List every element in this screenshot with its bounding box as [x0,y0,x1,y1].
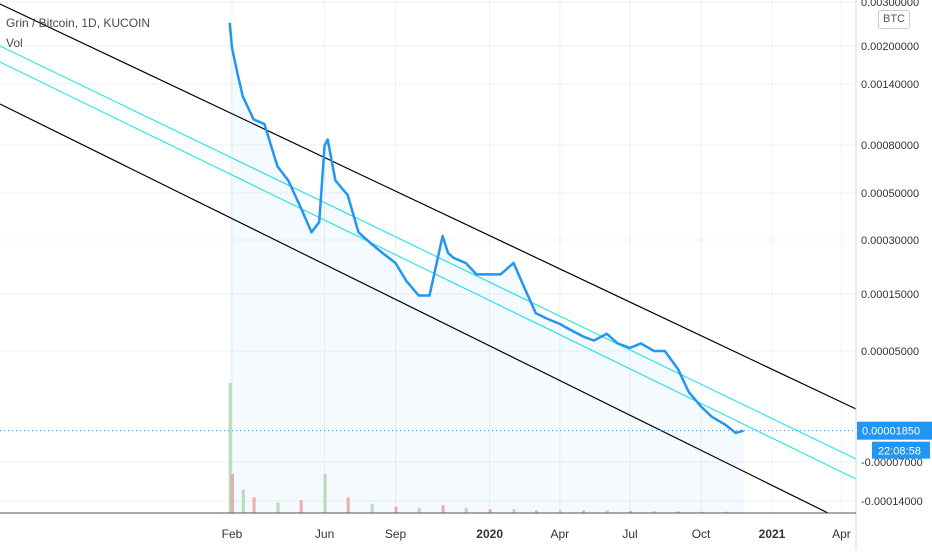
current-price-badge [857,421,932,440]
volume-bar [299,500,303,513]
volume-bar [652,511,656,513]
grid-lines [0,0,856,513]
volume-bar [512,509,516,513]
volume-bar [323,474,327,513]
volume-bar [629,511,633,513]
volume-bars [228,383,727,513]
x-tick-label: 2020 [476,527,503,541]
trend-channel [0,3,857,514]
volume-bar [605,510,609,513]
x-tick-label: Sep [385,527,407,541]
channel-mid-line-upper [0,45,857,460]
y-tick-label: -0.00007000 [861,457,923,469]
current-price-label: 0.00001850 [862,426,920,438]
channel-mid-line-lower [0,61,857,480]
volume-bar [488,509,492,513]
y-tick-label: 0.00080000 [861,140,919,152]
x-tick-label: Apr [832,527,851,541]
currency-badge[interactable]: BTC [878,10,910,29]
price-area-fill [229,22,744,514]
volume-label: Vol [6,36,23,50]
volume-bar [276,502,280,513]
symbol-title: Grin / Bitcoin, 1D, KUCOIN [6,16,151,30]
y-tick-label: 0.00030000 [861,235,919,247]
countdown-badge [872,441,930,459]
volume-bar [241,489,245,513]
volume-bar [228,383,232,513]
volume-bar [700,511,704,513]
y-tick-label: 0.00050000 [861,188,919,200]
volume-bar [723,511,727,513]
volume-bar [231,474,234,513]
volume-bar [417,507,421,513]
channel-upper-line [0,3,857,410]
y-tick-label: 0.00140000 [861,79,919,91]
volume-bar [558,510,562,513]
price-line [0,22,856,435]
x-tick-label: Oct [692,527,711,541]
volume-bar [370,503,374,513]
x-tick-label: 2021 [759,527,786,541]
volume-bar [394,506,398,513]
volume-bar [441,505,445,513]
volume-bar [676,511,680,513]
x-tick-label: Jun [315,527,334,541]
volume-bar [464,507,468,513]
y-tick-label: 0.00300000 [861,0,919,9]
volume-bar [582,510,585,513]
volume-bar [252,497,256,513]
countdown-label: 22:08:58 [878,446,921,458]
x-tick-label: Apr [551,527,570,541]
channel-lower-line [0,103,829,514]
x-tick-label: Feb [222,527,243,541]
volume-bar [346,497,350,513]
y-tick-label: 0.00015000 [861,289,919,301]
y-tick-label: -0.00014000 [861,496,923,508]
y-tick-label: 0.00200000 [861,41,919,53]
volume-bar [534,510,538,513]
price-series-line [228,22,744,435]
x-tick-label: Jul [622,527,637,541]
y-tick-label: 0.00005000 [861,346,919,358]
price-area [229,22,744,514]
